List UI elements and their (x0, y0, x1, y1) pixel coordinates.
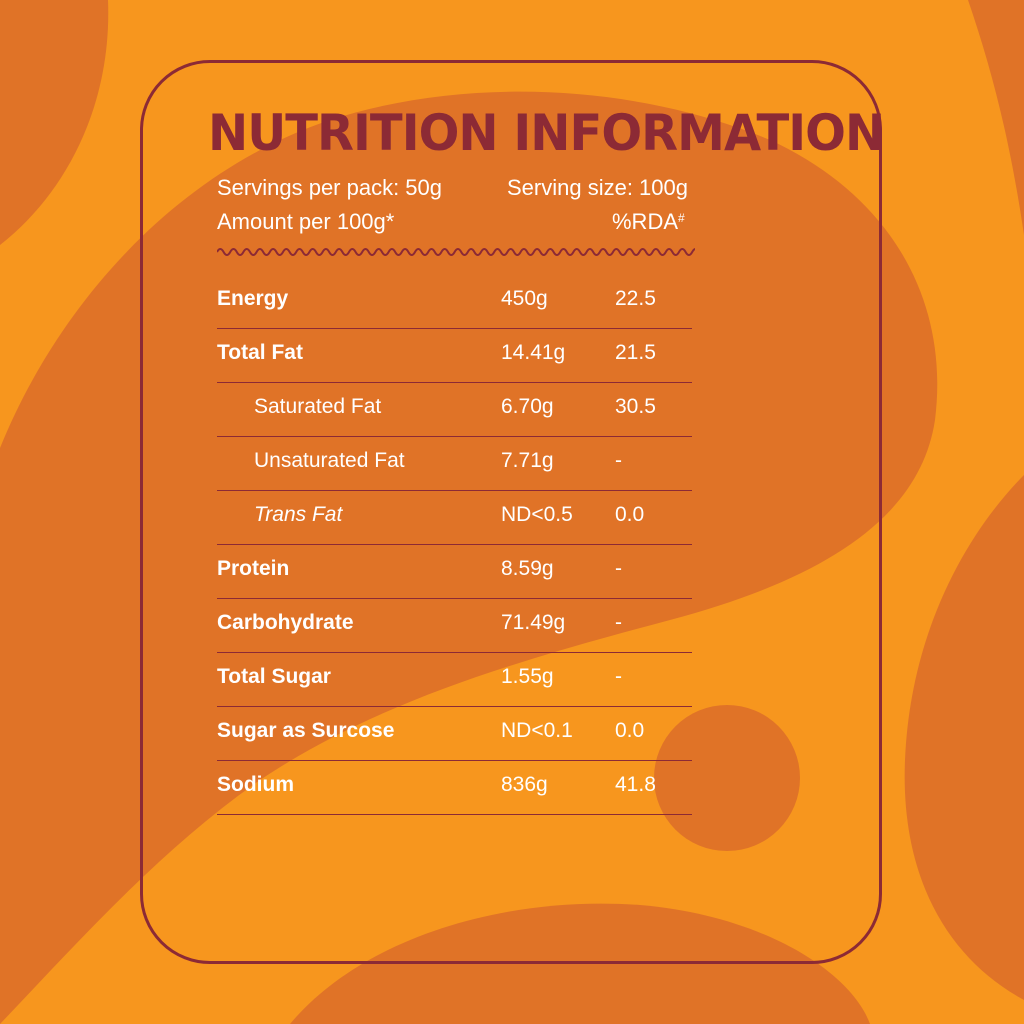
wavy-divider (217, 248, 695, 256)
table-row: Total Fat 14.41g 21.5 (217, 329, 692, 383)
serving-size: Serving size: 100g (507, 175, 688, 200)
nutrient-rda: - (615, 449, 622, 472)
blob-top-left (0, 0, 109, 245)
nutrient-amount: 14.41g (501, 341, 566, 364)
nutrient-rda: - (615, 665, 622, 688)
table-row: Energy 450g 22.5 (217, 275, 692, 329)
table-row: Trans Fat ND<0.5 0.0 (217, 491, 692, 545)
blob-bottom-right (904, 475, 1024, 1000)
nutrient-name: Total Fat (217, 341, 303, 364)
nutrient-rda: 41.8 (615, 773, 656, 796)
nutrient-amount: 1.55g (501, 665, 554, 688)
nutrient-amount: 8.59g (501, 557, 554, 580)
nutrient-amount: 7.71g (501, 449, 554, 472)
nutrient-amount: 450g (501, 287, 548, 310)
nutrient-amount: 6.70g (501, 395, 554, 418)
nutrient-amount: ND<0.5 (501, 503, 573, 526)
nutrient-amount: 71.49g (501, 611, 566, 634)
nutrient-name: Sugar as Surcose (217, 719, 395, 742)
table-row: Saturated Fat 6.70g 30.5 (217, 383, 692, 437)
page-title: NUTRITION INFORMATION (208, 104, 885, 162)
table-row: Carbohydrate 71.49g - (217, 599, 692, 653)
nutrient-rda: 0.0 (615, 503, 645, 526)
table-row: Sugar as Surcose ND<0.1 0.0 (217, 707, 692, 761)
table-row: Protein 8.59g - (217, 545, 692, 599)
amount-per: Amount per 100g* (217, 209, 395, 234)
nutrient-rda: 0.0 (615, 719, 645, 742)
nutrient-name: Carbohydrate (217, 611, 354, 634)
nutrient-name: Sodium (217, 773, 294, 796)
rda-header: %RDA# (612, 209, 685, 235)
blob-top-right (968, 0, 1024, 235)
nutrient-rda: 30.5 (615, 395, 656, 418)
servings-per-pack: Servings per pack: 50g (217, 175, 443, 200)
nutrition-card (140, 60, 882, 964)
nutrient-name: Saturated Fat (254, 395, 382, 418)
nutrient-rda: - (615, 611, 622, 634)
rda-label: %RDA (612, 209, 679, 234)
nutrient-rda: 21.5 (615, 341, 656, 364)
nutrient-amount: ND<0.1 (501, 719, 573, 742)
table-row: Total Sugar 1.55g - (217, 653, 692, 707)
table-row: Unsaturated Fat 7.71g - (217, 437, 692, 491)
nutrient-rda: 22.5 (615, 287, 656, 310)
nutrient-rda: - (615, 557, 622, 580)
nutrient-name: Trans Fat (254, 503, 343, 526)
table-row: Sodium 836g 41.8 (217, 761, 692, 815)
nutrient-name: Protein (217, 557, 290, 580)
rda-mark: # (678, 211, 685, 225)
nutrient-name: Energy (217, 287, 289, 310)
nutrient-name: Total Sugar (217, 665, 331, 688)
nutrient-name: Unsaturated Fat (254, 449, 405, 472)
blob-center (0, 91, 938, 1024)
nutrient-amount: 836g (501, 773, 548, 796)
